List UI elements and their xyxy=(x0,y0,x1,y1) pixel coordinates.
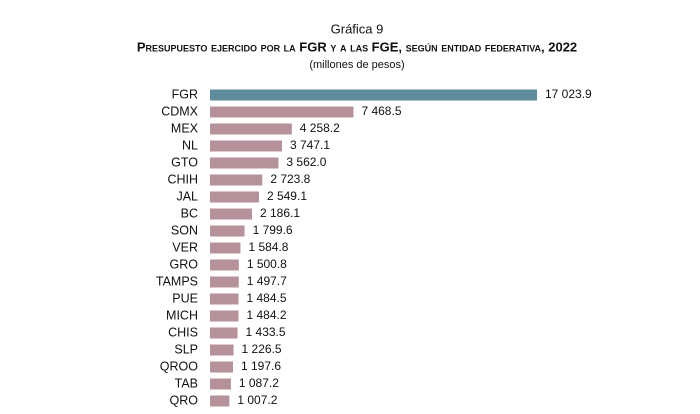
category-label: JAL xyxy=(176,189,198,203)
value-label: 1 226.5 xyxy=(242,342,282,356)
chart-subtitle: Presupuesto ejercido por la FGR y a las … xyxy=(137,39,577,54)
bar xyxy=(210,378,231,390)
value-label: 2 186.1 xyxy=(260,206,300,220)
value-label: 1 500.8 xyxy=(247,257,287,271)
category-label: CDMX xyxy=(161,104,198,118)
value-label: 1 799.6 xyxy=(253,223,293,237)
category-label: TAMPS xyxy=(156,274,198,288)
category-label: CHIS xyxy=(168,325,198,339)
value-label: 3 562.0 xyxy=(286,155,326,169)
value-label: 2 549.1 xyxy=(267,189,307,203)
category-label: FGR xyxy=(172,87,198,101)
value-label: 1 197.6 xyxy=(241,359,281,373)
value-label: 1 584.8 xyxy=(248,240,288,254)
category-label: NL xyxy=(182,138,198,152)
bar xyxy=(210,106,354,118)
bar xyxy=(210,310,239,322)
bar xyxy=(210,327,238,339)
value-label: 3 747.1 xyxy=(290,138,330,152)
category-label: PUE xyxy=(172,291,198,305)
bar xyxy=(210,225,245,237)
value-label: 1 484.5 xyxy=(247,291,287,305)
value-label: 2 723.8 xyxy=(270,172,310,186)
category-label: QRO xyxy=(170,393,199,407)
category-label: MICH xyxy=(166,308,198,322)
bar xyxy=(210,395,230,407)
category-label: GTO xyxy=(171,155,198,169)
category-label: QROO xyxy=(160,359,198,373)
bar xyxy=(210,191,259,203)
category-label: CHIH xyxy=(167,172,198,186)
value-label: 4 258.2 xyxy=(300,121,340,135)
bar xyxy=(210,174,263,186)
bar xyxy=(210,242,241,254)
bar xyxy=(210,293,239,305)
bar xyxy=(210,208,252,220)
value-label: 1 007.2 xyxy=(237,393,277,407)
value-label: 1 497.7 xyxy=(247,274,287,288)
bar xyxy=(210,123,292,135)
unit-note: (millones de pesos) xyxy=(309,59,404,71)
value-label: 1 087.2 xyxy=(239,376,279,390)
value-label: 1 433.5 xyxy=(246,325,286,339)
value-label: 17 023.9 xyxy=(545,87,592,101)
bar xyxy=(210,89,537,101)
value-label: 1 484.2 xyxy=(247,308,287,322)
bar xyxy=(210,276,239,288)
bar xyxy=(210,157,279,169)
value-label: 7 468.5 xyxy=(361,104,401,118)
bar xyxy=(210,344,234,356)
bar xyxy=(210,259,239,271)
category-label: TAB xyxy=(175,376,198,390)
category-label: MEX xyxy=(171,121,199,135)
bar xyxy=(210,361,234,373)
category-label: VER xyxy=(172,240,198,254)
category-label: SLP xyxy=(174,342,198,356)
bar xyxy=(210,140,282,152)
category-label: BC xyxy=(181,206,198,220)
category-label: SON xyxy=(171,223,198,237)
chart-title: Gráfica 9 xyxy=(331,21,384,36)
category-label: GRO xyxy=(170,257,199,271)
